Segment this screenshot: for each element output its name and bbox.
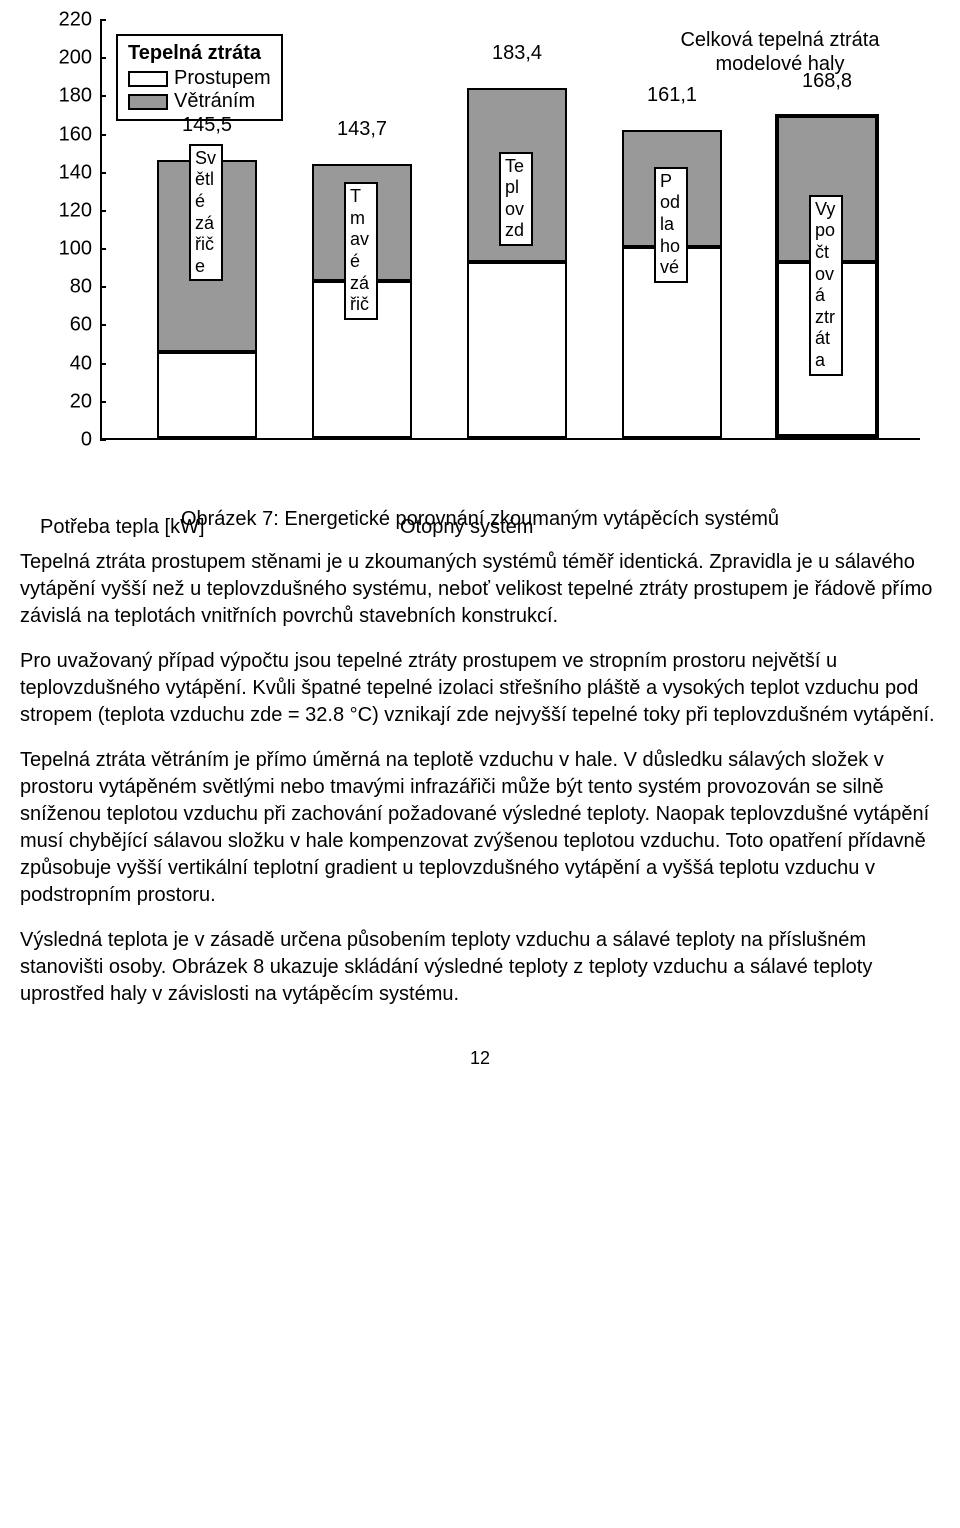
paragraph-3: Tepelná ztráta větráním je přímo úměrná … <box>20 747 940 909</box>
paragraph-2: Pro uvažovaný případ výpočtu jsou tepeln… <box>20 648 940 729</box>
ytick-label: 160 <box>40 123 92 146</box>
plot-area: Tepelná ztráta Prostupem Větráním Celkov… <box>100 20 920 440</box>
paragraph-1: Tepelná ztráta prostupem stěnami je u zk… <box>20 549 940 630</box>
ytick-label: 80 <box>40 276 92 299</box>
ytick-label: 220 <box>40 9 92 32</box>
swatch-vetranim <box>128 94 168 110</box>
bar-value-label: 161,1 <box>602 84 742 107</box>
legend-label-prostupem: Prostupem <box>174 67 271 90</box>
ytick-label: 200 <box>40 47 92 70</box>
bar-segment-prostupem <box>467 262 567 438</box>
ytick-label: 120 <box>40 199 92 222</box>
bar-value-label: 143,7 <box>292 118 432 141</box>
ytick-label: 180 <box>40 85 92 108</box>
ytick-label: 100 <box>40 238 92 261</box>
ytick-label: 40 <box>40 352 92 375</box>
bar-value-label: 183,4 <box>447 42 587 65</box>
heat-loss-chart: 020406080100120140160180200220 Tepelná z… <box>40 20 940 480</box>
bar-category-label: Podlahové <box>654 167 688 283</box>
legend: Tepelná ztráta Prostupem Větráním <box>116 34 283 121</box>
bar-category-label: Teplovzd <box>499 152 533 246</box>
page-number: 12 <box>20 1048 940 1069</box>
bar-category-label: Vypočtová ztráta <box>809 195 843 376</box>
bar-category-label: Tmavé zářič <box>344 182 378 320</box>
ytick-label: 140 <box>40 161 92 184</box>
ytick-label: 60 <box>40 314 92 337</box>
legend-title: Tepelná ztráta <box>128 42 271 65</box>
legend-row-prostupem: Prostupem <box>128 67 271 90</box>
legend-row-vetranim: Větráním <box>128 90 271 113</box>
bar-category-label: Světlé zářiče <box>189 144 223 282</box>
ytick-label: 20 <box>40 390 92 413</box>
bar-segment-prostupem <box>157 352 257 438</box>
xlabel-left: Potřeba tepla [kW] <box>40 516 205 539</box>
ytick-label: 0 <box>40 429 92 452</box>
swatch-prostupem <box>128 71 168 87</box>
legend-label-vetranim: Větráním <box>174 90 255 113</box>
bar-value-label: 168,8 <box>757 70 897 93</box>
paragraph-4: Výsledná teplota je v zásadě určena půso… <box>20 927 940 1008</box>
bar-value-label: 145,5 <box>137 114 277 137</box>
xlabel-center: Otopný systém <box>400 516 533 539</box>
